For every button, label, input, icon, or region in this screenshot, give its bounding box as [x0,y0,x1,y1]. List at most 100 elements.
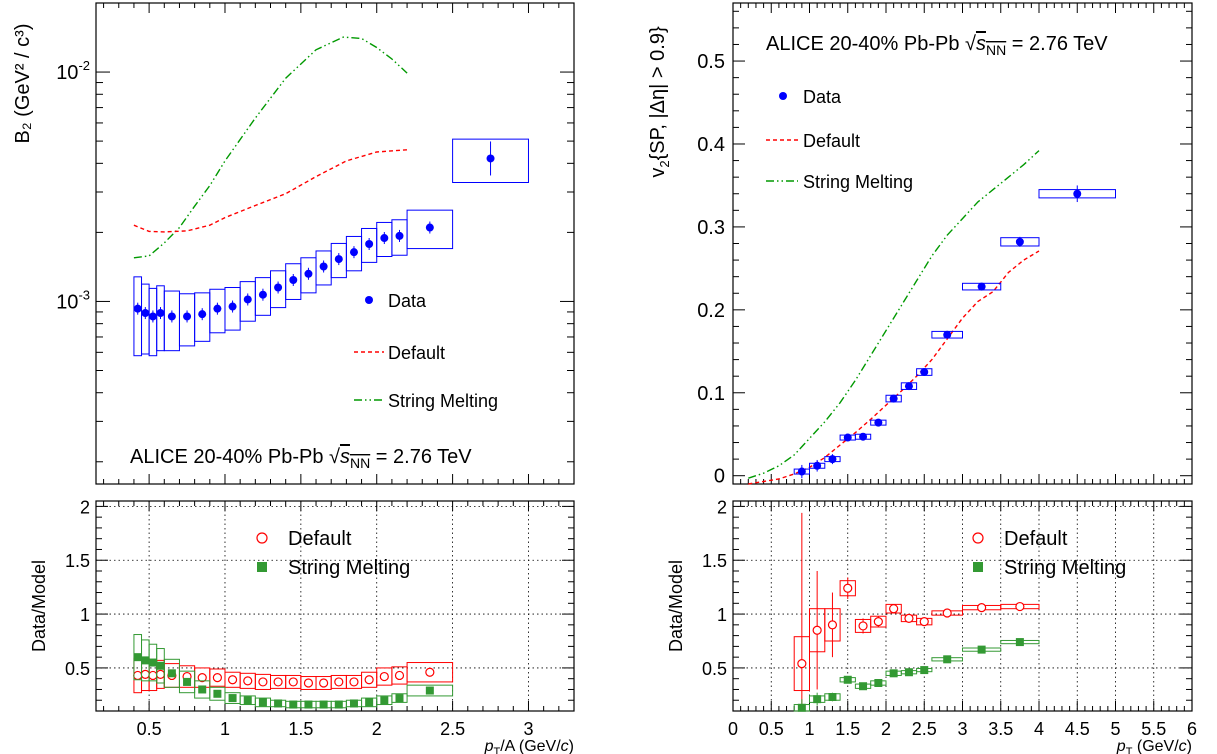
y-axis-label: Data/Model [29,560,49,652]
default-ratio-point [319,678,329,688]
data-point [228,302,237,311]
legend-marker-default [972,532,984,544]
string-melting-ratio-point [133,653,142,662]
x-tick-label: 2 [881,719,891,739]
energy-annotation: ALICE 20-40% Pb-Pb √sNN = 2.76 TeV [766,33,1108,58]
y-axis-label: v2{SP, |Δη| > 0.9} [647,26,672,178]
legend-label-default: Default [388,343,445,363]
y-tick-label: 0.1 [697,383,725,405]
default-ratio-point [942,608,952,618]
y-tick-label: 2 [717,497,727,517]
x-tick-label: 3 [957,719,967,739]
sqrt-symbol: √ [329,446,340,468]
default-curve [748,250,1040,485]
legend-label-string-melting: String Melting [803,172,913,192]
string-melting-ratio-point [304,700,313,709]
string-melting-ratio-point [380,696,389,705]
y-tick-label: 2 [80,497,90,517]
default-ratio-point [349,677,359,687]
default-ratio-point [258,677,268,687]
y-tick-label: 1.5 [702,551,727,571]
string-melting-ratio-point [843,675,852,684]
y-tick-label: 0 [714,466,725,488]
string-melting-ratio-point [167,669,176,678]
string-melting-ratio-point [228,694,237,703]
string-melting-ratio-point [148,658,157,667]
sqrt-symbol: √ [965,33,976,55]
legend-label-string-melting: String Melting [1004,557,1126,579]
y-axis-label: B₂ (GeV² / c³) [12,24,34,144]
default-ratio-point [873,617,883,627]
string-melting-ratio-point [141,656,150,665]
default-ratio-point [140,669,150,679]
x-tick-label: 2.5 [440,719,465,739]
panel-ratio-vs-pta: 0.5 1 1.5 2 2.5 3 0.5 1 1.5 2 Data/Model pT/A (GeV/… [29,497,575,754]
string-melting-ratio-point [395,694,404,703]
legend-marker-data [779,92,787,100]
data-point [148,312,157,321]
string-melting-ratio-point [198,685,207,694]
data-point [334,255,343,264]
default-ratio-point [197,673,207,683]
string-melting-ratio-point [289,700,298,709]
y-tick-label: 1.5 [65,551,90,571]
panel-ratio-vs-pt: 0 0.5 1 1.5 2 2.5 3 3.5 4 4.5 5 5.5 6 0.5 1 1.5 2 Data/Mo… [666,497,1197,754]
default-ratio-point [827,620,838,630]
default-ratio-point [148,670,158,681]
default-ratio-point [1015,601,1025,612]
default-ratio-point [889,604,899,614]
legend: Data Default String Melting [766,87,913,192]
data-point [874,418,883,427]
default-ratio-point [288,677,298,687]
data-syst-box [141,283,150,355]
data-syst-box [133,276,143,357]
string-melting-ratio-point [904,668,913,677]
data-point [797,467,806,476]
data-point [1015,237,1024,246]
legend-marker-default [256,532,268,544]
data-point [243,295,252,304]
string-melting-ratio-point [334,700,343,709]
default-ratio-point [379,671,389,682]
data-point [425,223,434,232]
string-melting-ratio-point [319,700,328,709]
legend-label-string-melting: String Melting [288,557,410,579]
default-ratio-point [394,670,405,681]
data-point [141,309,150,318]
y-tick-label: 10-3 [56,287,90,313]
legend-marker-string-melting [257,562,267,572]
default-ratio-point [155,669,166,679]
default-ratio-point [273,677,283,687]
default-curve [133,149,408,233]
default-ratio-point [212,673,222,683]
x-tick-label: 2.5 [912,719,937,739]
data-point [133,304,142,313]
data-point [213,304,222,313]
data-point [304,269,313,278]
x-tick-label: 3.5 [988,719,1013,739]
data-point [828,455,837,464]
plot-frame [95,500,575,712]
data-point [920,368,929,377]
y-tick-label: 0.5 [65,659,90,679]
data-point [289,276,298,285]
string-melting-ratio-box [391,693,408,703]
string-melting-ratio-point [859,682,868,691]
default-ratio-point [858,621,868,631]
string-melting-curve [133,36,408,259]
default-ratio-box [406,662,454,683]
y-tick-label: 0.4 [697,134,725,156]
string-melting-ratio-point [365,698,374,707]
string-melting-ratio-point [920,666,929,675]
string-melting-curve [748,150,1040,479]
x-tick-label: 2 [372,719,382,739]
data-syst-box [452,138,529,183]
y-tick-label: 0.5 [697,51,725,73]
default-ratio-point [812,625,822,635]
y-tick-label: 10-2 [56,58,90,84]
default-ratio-point [797,659,807,669]
string-melting-ratio-point [274,699,283,708]
plot-frame [95,2,575,485]
default-ratio-point [425,667,435,677]
